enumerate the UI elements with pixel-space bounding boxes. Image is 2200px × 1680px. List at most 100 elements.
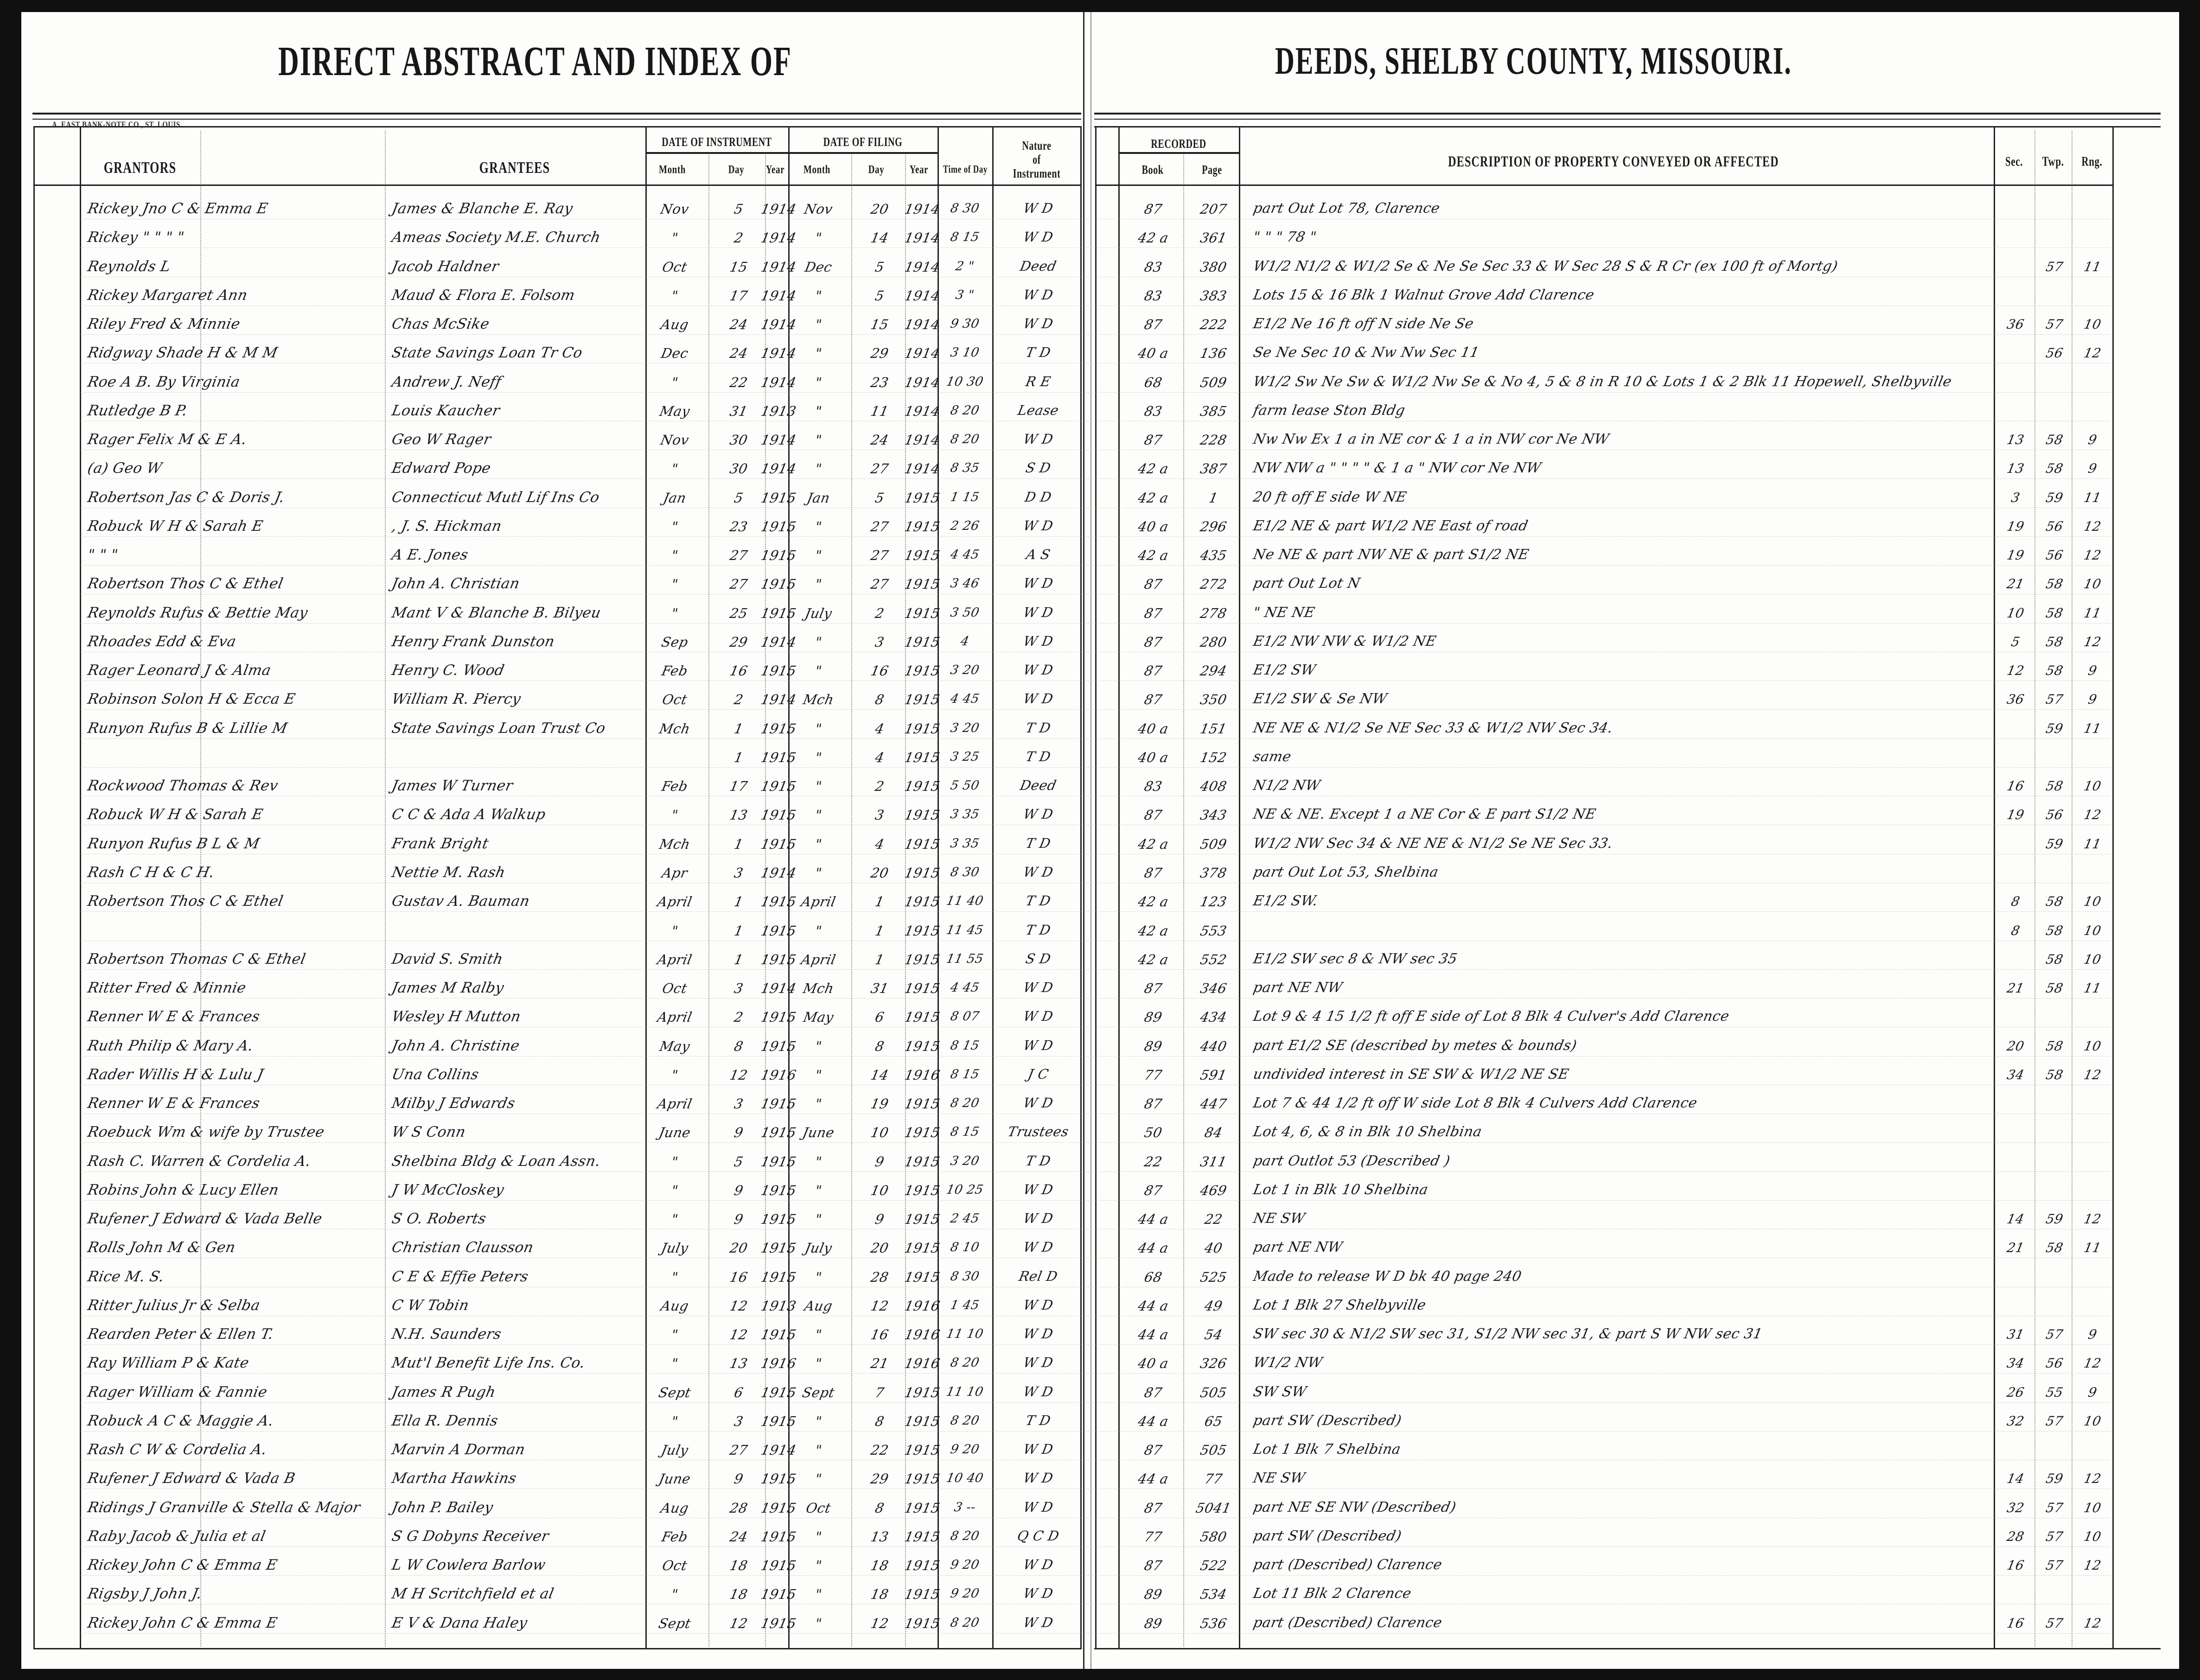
row-guide-line [81, 392, 2111, 393]
cell-nature-instrument: W D [1022, 605, 1055, 620]
cell-grantors: Rearden Peter & Ellen T. [86, 1326, 275, 1343]
cell-grantees: Martha Hawkins [390, 1470, 518, 1487]
cell-book: 87 [1143, 663, 1164, 679]
cell-instrument-year: 1913 [759, 1298, 798, 1314]
cell-time-of-day: 3 " [954, 288, 976, 302]
cell-filing-day: 29 [869, 345, 890, 361]
cell-book: 42 a [1136, 547, 1170, 563]
cell-filing-year: 1915 [903, 894, 942, 910]
col-border-outer-left [33, 126, 35, 1649]
cell-page: 522 [1199, 1558, 1228, 1573]
cell-page: 534 [1199, 1586, 1228, 1602]
cell-grantors: Rufener J Edward & Vada Belle [86, 1210, 324, 1227]
cell-time-of-day: 5 50 [949, 778, 981, 793]
cell-grantees: Ella R. Dennis [390, 1413, 500, 1429]
cell-instrument-year: 1915 [759, 923, 798, 939]
cell-grantors: Robuck A C & Maggie A. [86, 1413, 275, 1429]
cell-page: 54 [1203, 1327, 1224, 1343]
cell-grantees: L W Cowlera Barlow [390, 1557, 547, 1573]
cell-page: 49 [1203, 1298, 1224, 1314]
cell-twp: 58 [2044, 1067, 2065, 1082]
cell-instrument-year: 1915 [759, 1183, 798, 1198]
cell-filing-year: 1915 [903, 865, 942, 881]
row-guide-line [81, 911, 2111, 912]
cell-rng: 10 [2082, 1413, 2103, 1429]
cell-filing-year: 1915 [903, 1038, 942, 1054]
cell-rng: 12 [2082, 1616, 2103, 1631]
cell-time-of-day: 8 30 [949, 201, 981, 216]
cell-book: 87 [1143, 807, 1164, 823]
cell-grantees: S G Dobyns Receiver [390, 1528, 550, 1545]
cell-grantors: Rash C H & C H. [86, 864, 216, 881]
col-border-date-instrument [645, 126, 647, 1649]
cell-filing-day: 13 [869, 1529, 890, 1545]
cell-grantors: Rice M. S. [86, 1268, 166, 1285]
cell-instrument-year: 1915 [759, 1500, 798, 1516]
cell-instrument-year: 1914 [759, 692, 798, 707]
cell-description: E1/2 NW NW & W1/2 NE [1252, 633, 1438, 649]
cell-instrument-year: 1915 [759, 1471, 798, 1487]
page-title-right: DEEDS, SHELBY COUNTY, MISSOURI. [1275, 38, 1792, 83]
table-top-border-right [1094, 126, 2161, 127]
col-border-nature [992, 126, 994, 1649]
scan-edge-left [0, 0, 21, 1680]
cell-time-of-day: 8 30 [949, 1269, 981, 1284]
cell-twp: 58 [2044, 952, 2065, 967]
page-title-left: DIRECT ABSTRACT AND INDEX OF [278, 38, 792, 85]
cell-filing-day: 18 [869, 1586, 890, 1602]
cell-grantees: E V & Dana Haley [390, 1615, 529, 1631]
cell-time-of-day: 1 15 [949, 490, 981, 504]
table-top-border-left [33, 126, 1081, 127]
cell-filing-year: 1915 [903, 605, 942, 621]
cell-twp: 57 [2044, 317, 2065, 332]
cell-twp: 56 [2044, 345, 2065, 361]
cell-filing-day: 11 [869, 403, 890, 419]
cell-nature-instrument: D D [1023, 489, 1053, 505]
cell-time-of-day: 8 20 [949, 1413, 981, 1428]
cell-instrument-month: Sep [660, 634, 690, 650]
cell-instrument-year: 1914 [759, 201, 798, 217]
cell-sec: 21 [2005, 576, 2026, 592]
cell-description: Lot 9 & 4 15 1/2 ft off E side of Lot 8 … [1252, 1008, 1731, 1025]
cell-nature-instrument: Q C D [1016, 1528, 1061, 1544]
cell-nature-instrument: T D [1024, 1413, 1052, 1428]
cell-rng: 11 [2082, 980, 2103, 996]
cell-book: 40 a [1136, 519, 1170, 535]
cell-description: E1/2 SW sec 8 & NW sec 35 [1252, 951, 1459, 967]
cell-description: part Out Lot 78, Clarence [1252, 200, 1441, 216]
cell-sec: 14 [2005, 1471, 2026, 1486]
cell-time-of-day: 2 26 [949, 519, 981, 533]
cell-grantors: Robinson Solon H & Ecca E [86, 691, 297, 707]
col-border-time-of-day [937, 126, 939, 1649]
cell-rng: 12 [2082, 1471, 2103, 1486]
cell-filing-year: 1914 [903, 375, 942, 390]
column-header-instrument-month: Month [659, 163, 686, 177]
cell-twp: 57 [2044, 1500, 2065, 1515]
cell-nature-instrument: T D [1024, 749, 1052, 764]
cell-book: 44 a [1136, 1413, 1170, 1429]
cell-description: N1/2 NW [1252, 777, 1322, 794]
cell-grantors: (a) Geo W [86, 460, 164, 477]
cell-filing-year: 1915 [903, 807, 942, 823]
cell-filing-year: 1915 [903, 1558, 942, 1573]
cell-grantors: Renner W E & Frances [86, 1008, 261, 1025]
cell-book: 42 a [1136, 952, 1170, 967]
cell-twp: 56 [2044, 1355, 2065, 1371]
cell-instrument-year: 1915 [759, 547, 798, 563]
cell-nature-instrument: W D [1022, 1210, 1055, 1226]
cell-filing-year: 1914 [903, 432, 942, 448]
cell-grantors: Rickey John C & Emma E [86, 1557, 279, 1573]
row-guide-line [81, 1402, 2111, 1403]
cell-instrument-day: 30 [728, 461, 749, 477]
cell-grantees: Andrew J. Neff [390, 374, 503, 390]
cell-rng: 10 [2082, 1500, 2103, 1515]
cell-time-of-day: 8 15 [949, 1125, 981, 1139]
cell-grantees: Milby J Edwards [390, 1095, 517, 1112]
cell-twp: 57 [2044, 692, 2065, 707]
cell-book: 83 [1143, 259, 1164, 275]
cell-filing-year: 1915 [903, 663, 942, 679]
cell-description: Lot 7 & 44 1/2 ft off W side Lot 8 Blk 4… [1252, 1095, 1699, 1111]
cell-grantors: Robuck W H & Sarah E [86, 518, 265, 535]
cell-instrument-year: 1915 [759, 1240, 798, 1256]
cell-instrument-day: 20 [728, 1240, 749, 1256]
